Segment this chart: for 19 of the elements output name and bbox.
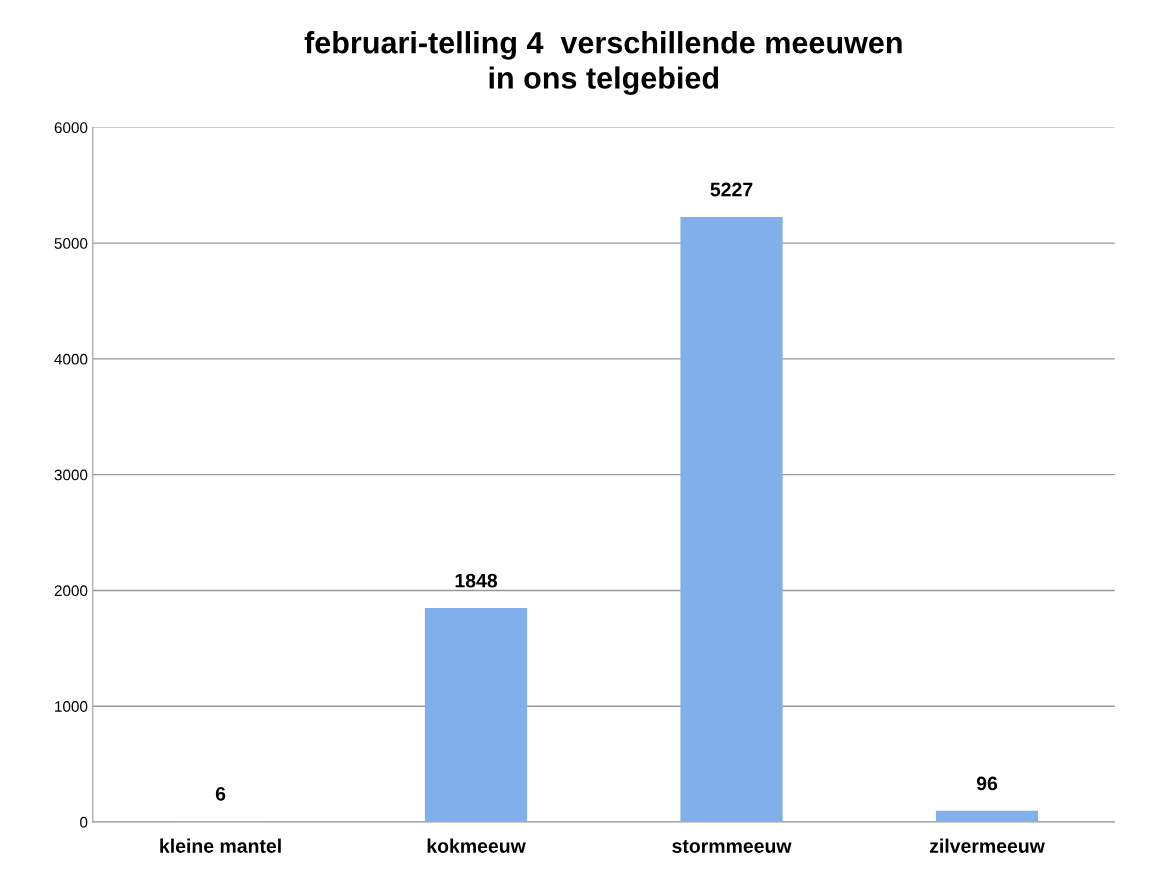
bar [935,810,1039,822]
chart-title: februari-telling 4 verschillende meeuwen in ons telgebied [304,31,902,95]
bar [680,216,783,822]
x-tick-label: kleine mantel [160,838,281,853]
y-tick-label: 2000 [54,585,88,597]
x-tick-label: stormmeeuw [672,840,792,853]
data-label: 1848 [455,573,498,588]
y-tick-label: 6000 [54,122,88,134]
y-tick-label: 1000 [55,701,88,712]
x-tick-label: kokmeeuw [427,838,526,853]
y-tick-label: 3000 [54,469,88,481]
y-tick-label: 5000 [54,238,88,249]
data-label: 96 [976,776,998,791]
y-tick-label: 0 [80,816,88,828]
x-tick-label: zilvermeeuw [929,838,1045,853]
data-label: 6 [215,786,226,801]
data-label: 5227 [710,182,753,197]
bar [424,608,528,822]
y-tick-label: 4000 [54,353,88,365]
